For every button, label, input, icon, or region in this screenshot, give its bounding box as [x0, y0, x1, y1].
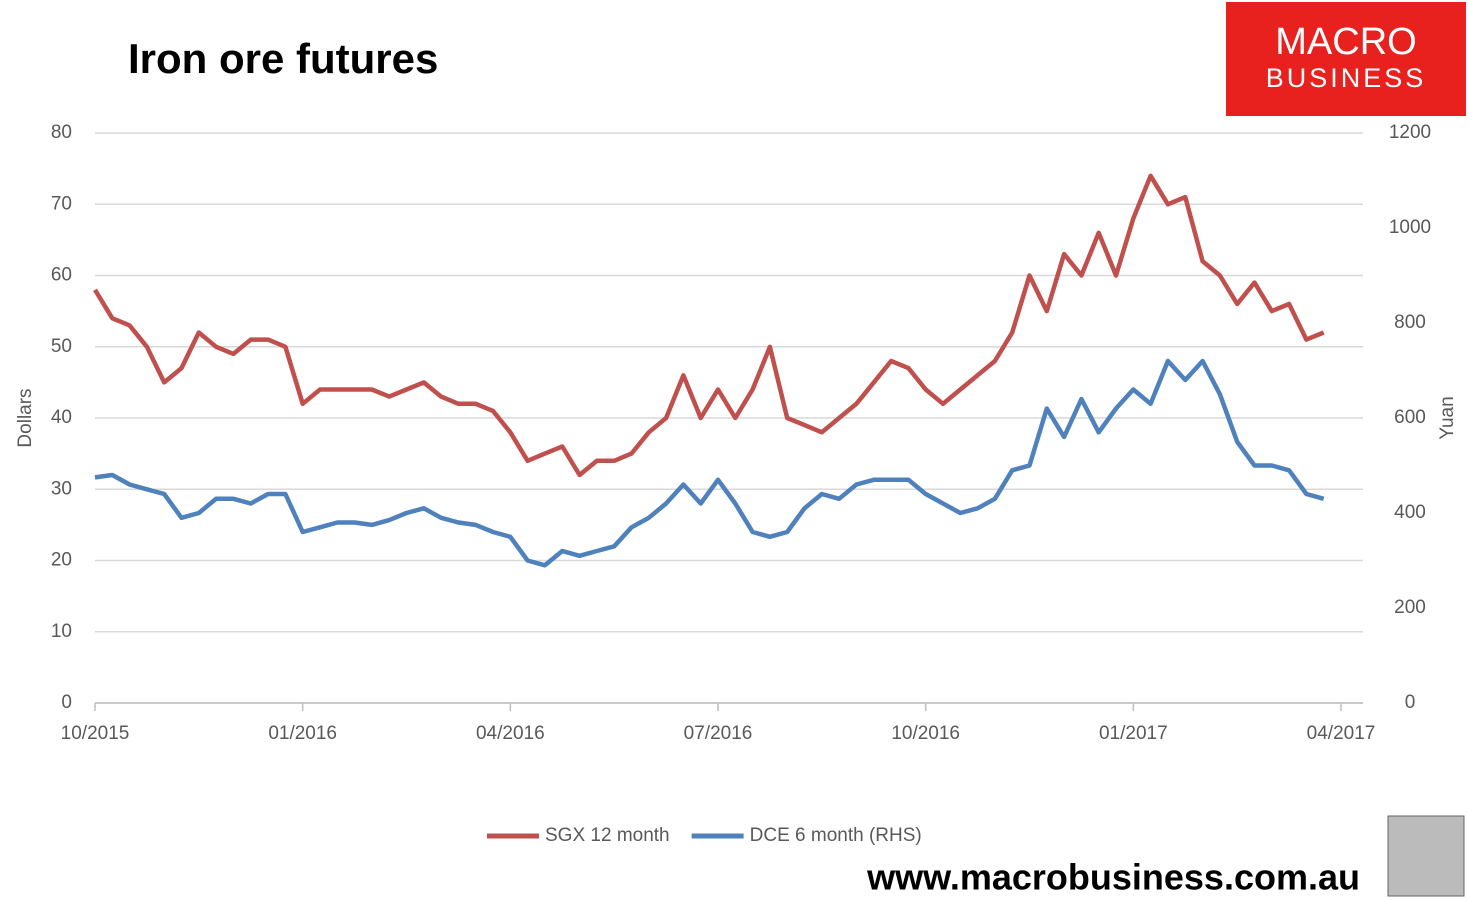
y-tick-label: 0 — [61, 692, 72, 713]
y2-tick-label: 0 — [1405, 692, 1416, 713]
series-line — [93, 173, 1325, 478]
legend-label: DCE 6 month (RHS) — [750, 825, 922, 846]
y2-tick-label: 400 — [1394, 502, 1426, 523]
y-tick-label: 50 — [51, 336, 72, 357]
y-tick-label: 40 — [51, 407, 72, 428]
series-line — [94, 358, 1325, 568]
y-tick-label: 10 — [51, 621, 72, 642]
y2-tick-label: 600 — [1394, 407, 1426, 428]
y2-tick-label: 800 — [1394, 312, 1426, 333]
logo-box — [1226, 2, 1466, 116]
x-tick-label: 10/2016 — [891, 723, 960, 744]
chart-title: Iron ore futures — [128, 35, 438, 82]
y2-tick-label: 1000 — [1389, 217, 1431, 238]
x-tick-label: 01/2016 — [268, 723, 337, 744]
x-tick-label: 04/2016 — [476, 723, 545, 744]
legend-label: SGX 12 month — [545, 825, 670, 846]
logo-text: BUSINESS — [1266, 63, 1427, 93]
x-tick-label: 04/2017 — [1307, 723, 1376, 744]
x-tick-label: 10/2015 — [61, 723, 130, 744]
y-tick-label: 60 — [51, 265, 72, 286]
y-tick-label: 20 — [51, 550, 72, 571]
y-axis-label: Dollars — [15, 388, 36, 447]
website: www.macrobusiness.com.au — [866, 857, 1360, 898]
logo-text: MACRO — [1275, 21, 1416, 63]
x-tick-label: 01/2017 — [1099, 723, 1168, 744]
y2-tick-label: 1200 — [1389, 122, 1431, 143]
y-tick-label: 70 — [51, 193, 72, 214]
y-tick-label: 30 — [51, 478, 72, 499]
y2-tick-label: 200 — [1394, 597, 1426, 618]
logo-image — [1387, 815, 1465, 897]
y-tick-label: 80 — [51, 122, 72, 143]
x-tick-label: 07/2016 — [684, 723, 753, 744]
y2-axis-label: Yuan — [1437, 396, 1458, 439]
